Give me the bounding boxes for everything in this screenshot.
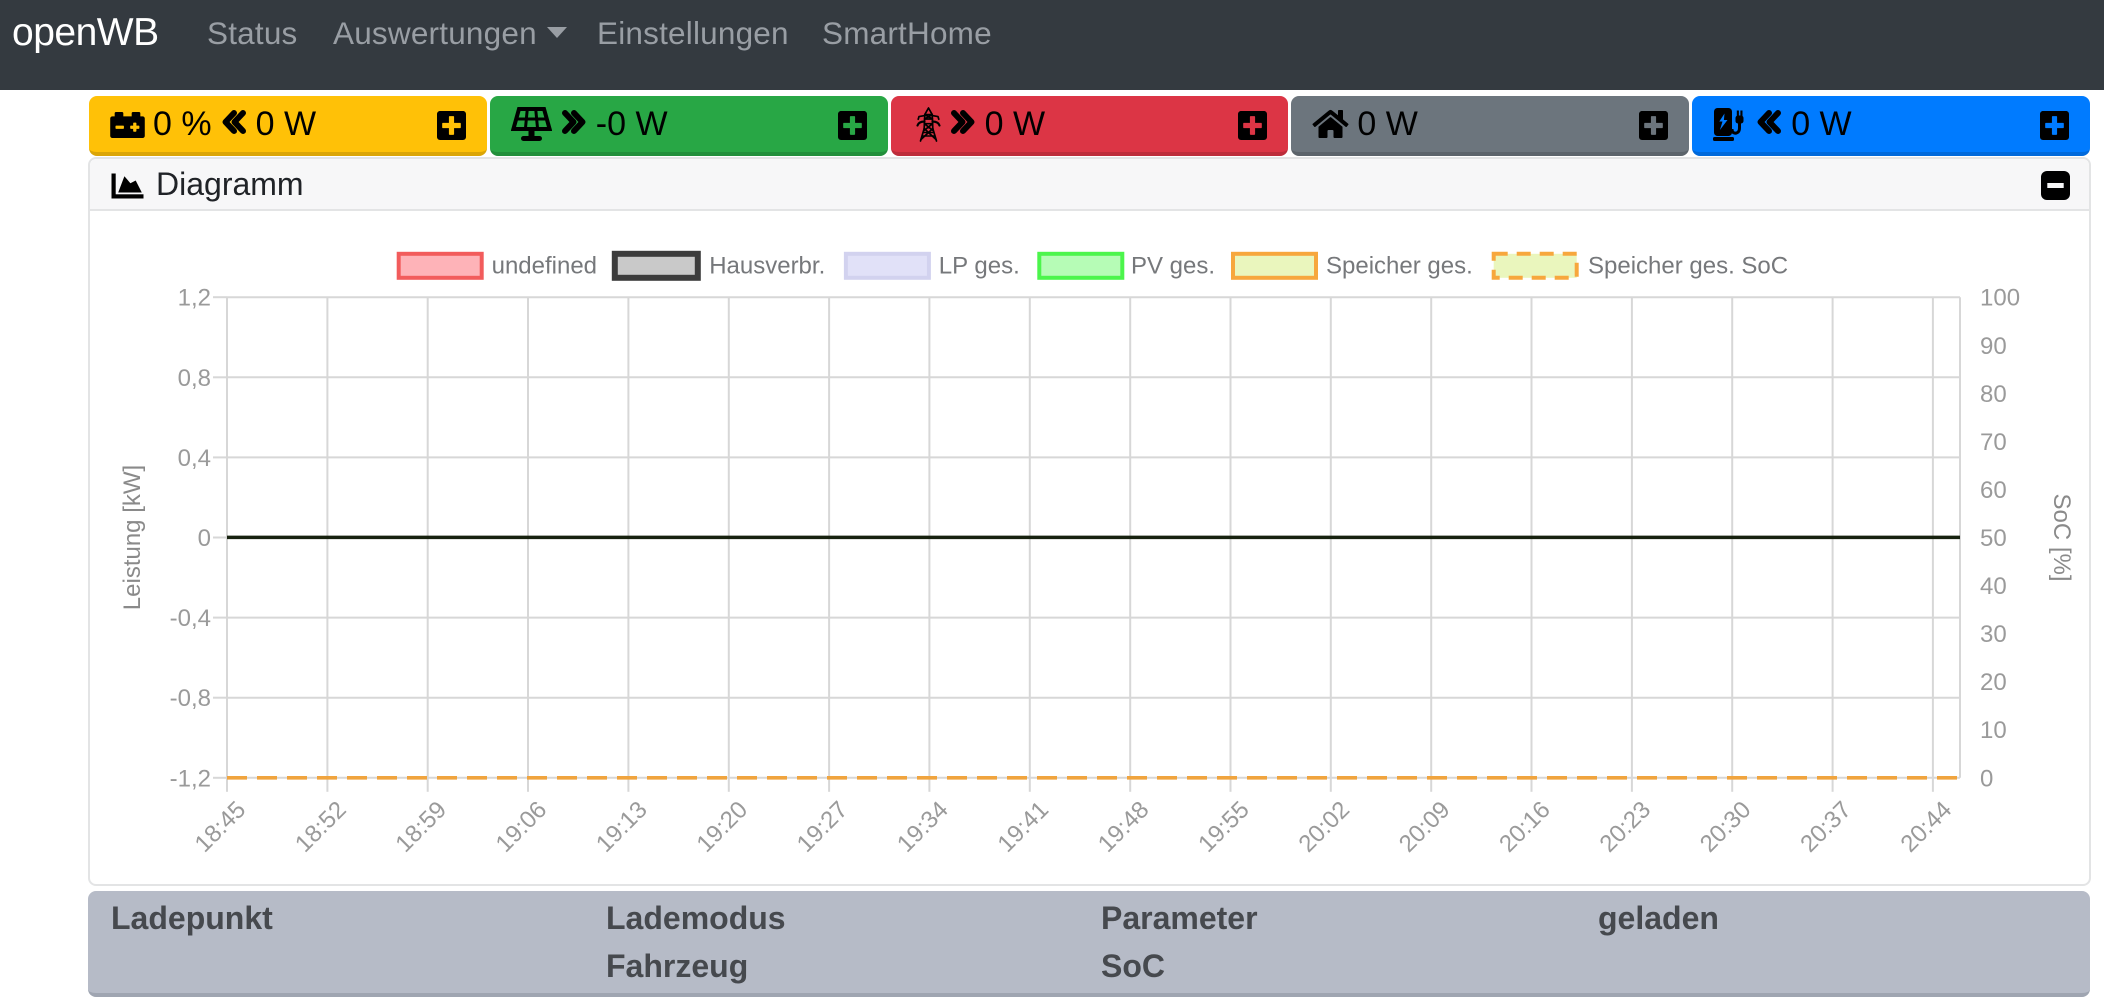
svg-text:20:23: 20:23 [1595, 796, 1657, 858]
svg-text:19:27: 19:27 [792, 796, 854, 858]
svg-text:19:13: 19:13 [591, 796, 653, 858]
svg-text:70: 70 [1980, 429, 2007, 456]
svg-text:PV ges.: PV ges. [1131, 253, 1215, 280]
svg-text:20:44: 20:44 [1896, 796, 1958, 858]
svg-text:20: 20 [1980, 669, 2007, 696]
svg-text:20:30: 20:30 [1695, 796, 1757, 858]
svg-text:0,8: 0,8 [178, 365, 211, 392]
svg-text:Hausverbr.: Hausverbr. [709, 253, 825, 280]
svg-text:0: 0 [1980, 765, 1993, 792]
svg-text:20:37: 20:37 [1795, 796, 1857, 858]
svg-text:50: 50 [1980, 525, 2007, 552]
svg-text:Speicher ges. SoC: Speicher ges. SoC [1588, 253, 1788, 280]
svg-text:20:09: 20:09 [1394, 796, 1456, 858]
svg-text:80: 80 [1980, 381, 2007, 408]
svg-text:-0,4: -0,4 [170, 605, 211, 632]
svg-text:Speicher ges.: Speicher ges. [1326, 253, 1473, 280]
svg-text:19:41: 19:41 [992, 796, 1054, 858]
svg-text:SoC [%]: SoC [%] [2048, 493, 2075, 581]
svg-text:Leistung [kW]: Leistung [kW] [119, 465, 146, 610]
svg-text:100: 100 [1980, 285, 2020, 312]
svg-text:20:16: 20:16 [1494, 796, 1556, 858]
svg-text:18:59: 18:59 [390, 796, 452, 858]
svg-text:20:02: 20:02 [1293, 796, 1355, 858]
svg-text:undefined: undefined [492, 253, 597, 280]
svg-text:0,4: 0,4 [178, 445, 211, 472]
svg-text:19:48: 19:48 [1093, 796, 1155, 858]
svg-text:40: 40 [1980, 573, 2007, 600]
svg-text:1,2: 1,2 [178, 285, 211, 312]
svg-text:18:52: 18:52 [290, 796, 352, 858]
svg-text:18:45: 18:45 [190, 796, 252, 858]
svg-text:-0,8: -0,8 [170, 685, 211, 712]
svg-text:19:06: 19:06 [491, 796, 553, 858]
svg-text:19:34: 19:34 [892, 796, 954, 858]
svg-text:19:20: 19:20 [691, 796, 753, 858]
svg-text:90: 90 [1980, 333, 2007, 360]
svg-text:0: 0 [198, 525, 211, 552]
svg-text:19:55: 19:55 [1193, 796, 1255, 858]
svg-text:60: 60 [1980, 477, 2007, 504]
svg-text:10: 10 [1980, 717, 2007, 744]
svg-text:LP ges.: LP ges. [939, 253, 1020, 280]
svg-text:30: 30 [1980, 621, 2007, 648]
svg-text:-1,2: -1,2 [170, 765, 211, 792]
